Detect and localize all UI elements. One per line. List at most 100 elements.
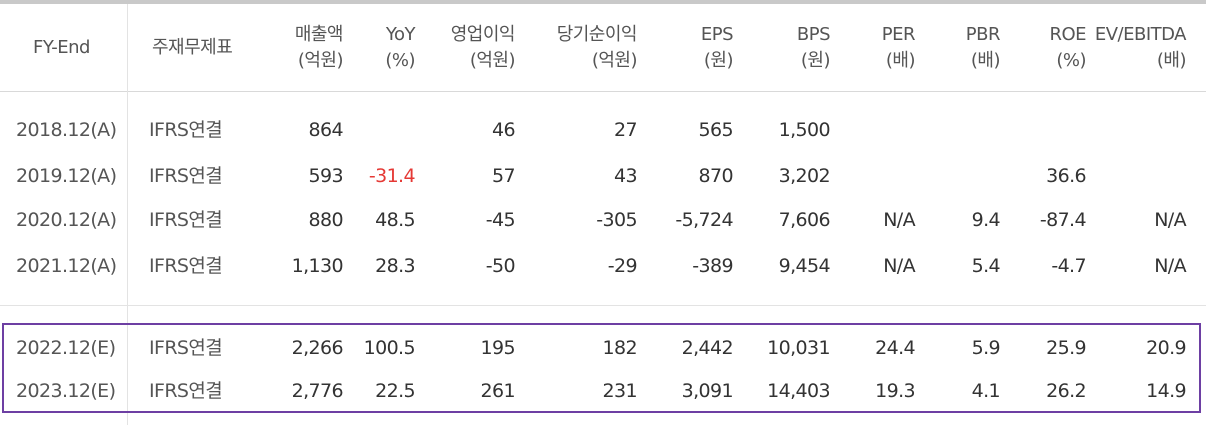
header-label: FY-End <box>33 37 90 58</box>
cell-bps: 9,454 <box>778 255 831 277</box>
cell-yoy: 22.5 <box>375 380 416 402</box>
header-sales: 매출액 (억원) <box>294 22 344 74</box>
header-unit: (억원) <box>469 50 516 71</box>
cell-operating-income: -45 <box>485 209 516 231</box>
header-per: PER (배) <box>881 22 916 74</box>
column-divider <box>127 4 128 425</box>
cell-bps: 3,202 <box>778 165 831 187</box>
header-bps: BPS (원) <box>796 22 831 74</box>
header-unit: (배) <box>970 50 1001 71</box>
cell-pbr: 5.9 <box>971 337 1001 359</box>
cell-fy-end: 2021.12(A) <box>16 255 117 277</box>
header-label: EPS <box>700 24 734 45</box>
header-net-income: 당기순이익 (억원) <box>556 22 638 74</box>
cell-yoy: 28.3 <box>375 255 416 277</box>
cell-fy-end: 2018.12(A) <box>16 119 117 141</box>
cell-operating-income: -50 <box>485 255 516 277</box>
header-unit: (원) <box>800 50 831 71</box>
header-label: ROE <box>1049 24 1086 45</box>
cell-pbr: 4.1 <box>971 380 1001 402</box>
header-label: PER <box>881 24 916 45</box>
cell-net-income: 182 <box>602 337 638 359</box>
cell-main-statement: IFRS연결 <box>149 337 223 359</box>
header-unit: (%) <box>385 50 415 71</box>
header-label: PBR <box>965 24 1001 45</box>
cell-fy-end: 2020.12(A) <box>16 209 117 231</box>
header-ev-ebitda: EV/EBITDA (배) <box>1094 22 1187 74</box>
cell-eps: 870 <box>698 165 734 187</box>
cell-sales: 1,130 <box>291 255 344 277</box>
header-label: BPS <box>796 24 831 45</box>
cell-yoy: 48.5 <box>375 209 416 231</box>
cell-operating-income: 57 <box>492 165 516 187</box>
table-top-border <box>0 0 1206 4</box>
header-label: EV/EBITDA <box>1094 24 1187 45</box>
header-operating-income: 영업이익 (억원) <box>450 22 516 74</box>
cell-sales: 880 <box>308 209 344 231</box>
cell-sales: 864 <box>308 119 344 141</box>
header-unit: (배) <box>1156 50 1187 71</box>
cell-fy-end: 2019.12(A) <box>16 165 117 187</box>
cell-yoy: -31.4 <box>368 165 416 187</box>
cell-sales: 2,776 <box>291 380 344 402</box>
cell-per: 24.4 <box>875 337 916 359</box>
cell-per: N/A <box>883 255 915 277</box>
cell-per: N/A <box>883 209 915 231</box>
cell-eps: -5,724 <box>675 209 733 231</box>
header-fy-end: FY-End <box>33 35 90 61</box>
cell-eps: 2,442 <box>681 337 734 359</box>
cell-pbr: 9.4 <box>971 209 1001 231</box>
cell-main-statement: IFRS연결 <box>149 209 223 231</box>
cell-main-statement: IFRS연결 <box>149 380 223 402</box>
cell-operating-income: 195 <box>480 337 516 359</box>
cell-per: 19.3 <box>875 380 916 402</box>
header-label: 주재무제표 <box>152 37 233 58</box>
cell-ev-ebitda: 20.9 <box>1146 337 1187 359</box>
header-label: 매출액 <box>294 24 344 45</box>
cell-roe: -87.4 <box>1039 209 1087 231</box>
cell-roe: 36.6 <box>1046 165 1087 187</box>
header-roe: ROE (%) <box>1049 22 1086 74</box>
cell-roe: 26.2 <box>1046 380 1087 402</box>
cell-bps: 7,606 <box>778 209 831 231</box>
header-eps: EPS (원) <box>700 22 734 74</box>
cell-roe: 25.9 <box>1046 337 1087 359</box>
header-pbr: PBR (배) <box>965 22 1001 74</box>
cell-net-income: 231 <box>602 380 638 402</box>
cell-bps: 10,031 <box>767 337 830 359</box>
header-yoy: YoY (%) <box>385 22 415 74</box>
cell-net-income: -305 <box>596 209 637 231</box>
header-main-statement: 주재무제표 <box>152 35 233 61</box>
cell-bps: 1,500 <box>778 119 831 141</box>
header-divider <box>0 91 1206 92</box>
cell-net-income: 43 <box>614 165 638 187</box>
cell-roe: -4.7 <box>1051 255 1086 277</box>
estimate-rows-highlight <box>2 323 1201 413</box>
cell-operating-income: 261 <box>480 380 516 402</box>
cell-bps: 14,403 <box>767 380 830 402</box>
header-unit: (원) <box>703 50 734 71</box>
cell-main-statement: IFRS연결 <box>149 165 223 187</box>
header-unit: (%) <box>1056 50 1086 71</box>
cell-eps: 565 <box>698 119 734 141</box>
cell-sales: 593 <box>308 165 344 187</box>
cell-ev-ebitda: N/A <box>1154 255 1186 277</box>
cell-net-income: 27 <box>614 119 638 141</box>
cell-sales: 2,266 <box>291 337 344 359</box>
header-label: 영업이익 <box>450 24 516 45</box>
cell-net-income: -29 <box>607 255 638 277</box>
cell-main-statement: IFRS연결 <box>149 255 223 277</box>
cell-operating-income: 46 <box>492 119 516 141</box>
actual-estimate-divider <box>0 305 1206 306</box>
header-label: 당기순이익 <box>556 24 638 45</box>
cell-yoy: 100.5 <box>363 337 416 359</box>
cell-main-statement: IFRS연결 <box>149 119 223 141</box>
cell-ev-ebitda: 14.9 <box>1146 380 1187 402</box>
cell-pbr: 5.4 <box>971 255 1001 277</box>
cell-eps: 3,091 <box>681 380 734 402</box>
header-unit: (억원) <box>297 50 344 71</box>
cell-fy-end: 2022.12(E) <box>16 337 116 359</box>
header-label: YoY <box>385 24 416 45</box>
cell-ev-ebitda: N/A <box>1154 209 1186 231</box>
cell-fy-end: 2023.12(E) <box>16 380 116 402</box>
